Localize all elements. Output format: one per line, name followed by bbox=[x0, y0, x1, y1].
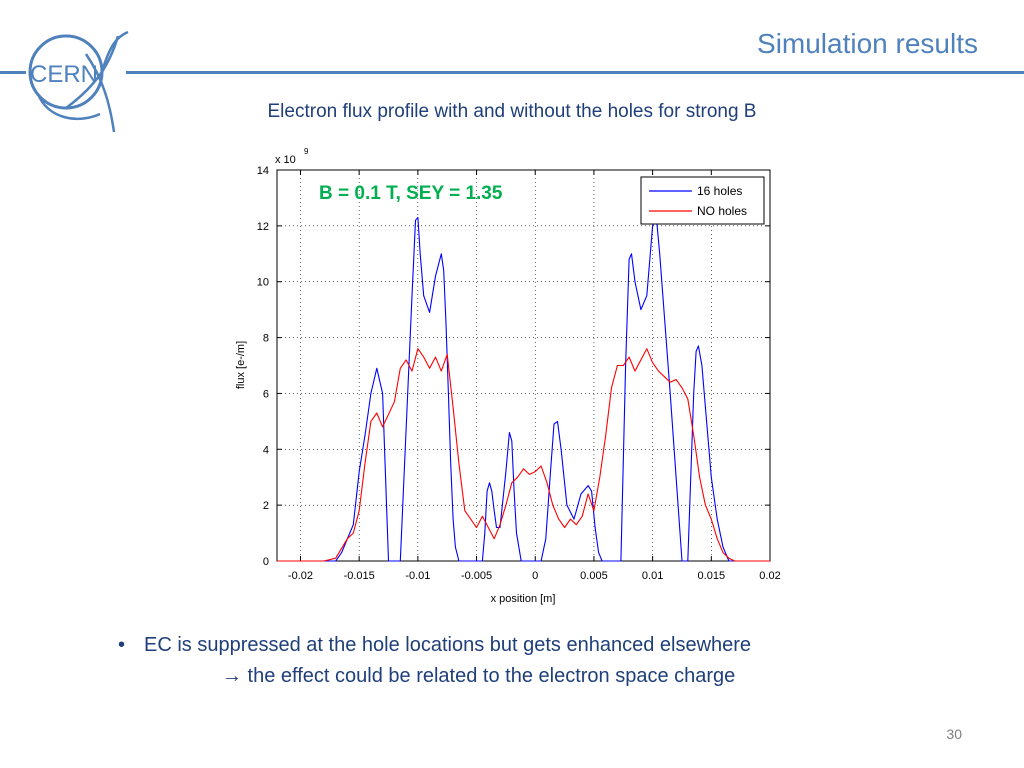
x-axis-label: x position [m] bbox=[491, 593, 556, 605]
y-multiplier: x 10 bbox=[275, 154, 296, 166]
legend: 16 holes NO holes bbox=[640, 176, 765, 225]
y-tick-label: 14 bbox=[257, 165, 269, 177]
y-multiplier-exponent: 9 bbox=[304, 147, 309, 156]
x-tick-label: -0.015 bbox=[344, 570, 375, 582]
legend-label-16-holes: 16 holes bbox=[697, 184, 742, 198]
y-tick-label: 6 bbox=[263, 388, 269, 400]
y-tick-label: 8 bbox=[263, 333, 269, 345]
y-tick-label: 0 bbox=[263, 556, 269, 568]
chart-annotation: B = 0.1 T, SEY = 1.35 bbox=[319, 183, 503, 204]
slide-title: Simulation results bbox=[757, 28, 978, 59]
x-tick-label: 0.01 bbox=[642, 570, 663, 582]
page-number: 30 bbox=[946, 726, 962, 742]
x-tick-label: -0.02 bbox=[288, 570, 313, 582]
bullet-text: EC is suppressed at the hole locations b… bbox=[144, 634, 752, 656]
x-tick-label: 0 bbox=[532, 570, 538, 582]
series-line-no-holes bbox=[277, 348, 770, 562]
legend-label-no-holes: NO holes bbox=[697, 204, 747, 218]
cern-logo: CERN bbox=[28, 30, 129, 133]
legend-box bbox=[640, 176, 765, 225]
y-tick-label: 4 bbox=[263, 444, 269, 456]
header-rule-left bbox=[0, 71, 26, 74]
x-tick-label: 0.02 bbox=[759, 570, 780, 582]
sub-bullet-text: → the effect could be related to the ele… bbox=[222, 665, 736, 687]
x-tick-label: 0.015 bbox=[698, 570, 726, 582]
axes: -0.02 -0.015 -0.01 -0.005 0 0.005 0.01 0.015 0.0… bbox=[257, 165, 781, 582]
bullet-marker: • bbox=[118, 634, 126, 656]
y-tick-label: 12 bbox=[257, 221, 269, 233]
y-axis-label: flux [e-/m] bbox=[235, 341, 247, 389]
y-tick-label: 10 bbox=[257, 277, 269, 289]
header-rule-right bbox=[126, 71, 1024, 74]
x-tick-label: -0.01 bbox=[405, 570, 430, 582]
data-lines bbox=[277, 214, 770, 562]
x-tick-label: -0.005 bbox=[461, 570, 492, 582]
plot-background bbox=[276, 169, 771, 562]
flux-chart: -0.02 -0.015 -0.01 -0.005 0 0.005 0.01 0.015 0.0… bbox=[235, 147, 781, 605]
y-tick-label: 2 bbox=[263, 500, 269, 512]
bullet-point: • EC is suppressed at the hole locations … bbox=[118, 634, 751, 657]
series-line-16-holes bbox=[277, 214, 770, 562]
cern-logo-text: CERN bbox=[30, 61, 98, 88]
x-tick-label: 0.005 bbox=[580, 570, 608, 582]
slide-subtitle: Electron flux profile with and without t… bbox=[267, 101, 757, 122]
